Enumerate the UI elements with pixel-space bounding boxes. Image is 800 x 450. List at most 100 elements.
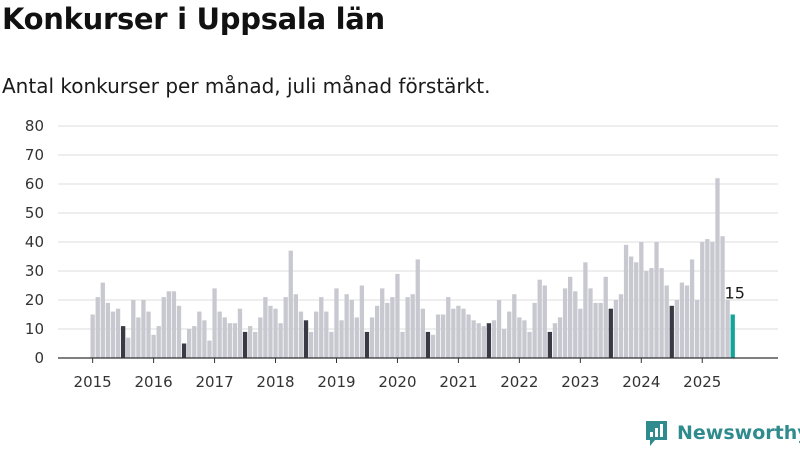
bar: [598, 302, 603, 358]
chart-subtitle: Antal konkurser per månad, juli månad fö…: [2, 74, 491, 98]
bar: [141, 300, 146, 358]
bar: [136, 317, 141, 358]
bar: [669, 305, 674, 358]
bar: [562, 288, 568, 358]
bar: [319, 297, 324, 358]
bar: [339, 320, 344, 358]
bar: [623, 244, 629, 358]
bar: [512, 294, 517, 358]
bar: [171, 291, 177, 358]
bar: [115, 308, 121, 358]
x-tick-label: 2019: [317, 373, 355, 391]
bar: [293, 294, 298, 358]
bar: [466, 314, 471, 358]
x-tick-label: 2016: [135, 373, 173, 391]
y-tick-label: 40: [25, 233, 44, 251]
y-axis-ticks: 0 10 20 30 40 50 60 70 80: [25, 117, 44, 367]
x-tick-label: 2015: [74, 373, 112, 391]
bar: [527, 331, 532, 358]
bar: [410, 294, 415, 358]
bar: [268, 305, 273, 358]
bar: [634, 262, 639, 358]
bar: [217, 311, 222, 358]
bar: [441, 314, 446, 358]
bar: [100, 282, 105, 358]
bar: [674, 300, 679, 358]
bar: [232, 323, 238, 358]
bar: [705, 239, 710, 358]
bars: [90, 178, 735, 358]
bar: [613, 300, 619, 358]
bar: [430, 334, 436, 358]
bar: [146, 311, 151, 358]
bar: [639, 242, 644, 358]
bar: [207, 340, 212, 358]
bar: [507, 311, 512, 358]
data-labels: 15: [725, 284, 745, 303]
bar: [329, 331, 334, 358]
y-tick-label: 10: [25, 320, 44, 338]
bar: [578, 308, 583, 358]
x-tick-label: 2018: [256, 373, 294, 391]
bar: [415, 259, 420, 358]
bar: [334, 288, 339, 358]
bar: [588, 288, 593, 358]
bar: [710, 242, 715, 358]
bar: [471, 320, 476, 358]
bar: [151, 334, 156, 358]
bar: [247, 326, 253, 358]
bar: [369, 317, 375, 358]
bar: [344, 294, 349, 358]
bar: [679, 282, 685, 358]
bar: [273, 308, 278, 358]
y-tick-label: 0: [34, 349, 44, 367]
bar: [278, 323, 283, 358]
bar: [380, 288, 385, 358]
bar: [435, 314, 441, 358]
bar: [95, 297, 100, 358]
bar: [649, 268, 654, 358]
bar: [557, 317, 563, 358]
y-tick-label: 50: [25, 204, 44, 222]
chart-title: Konkurser i Uppsala län: [2, 2, 385, 36]
bar: [161, 297, 166, 358]
bar: [456, 305, 461, 358]
bar: [263, 297, 268, 358]
bar: [242, 331, 248, 358]
bar: [90, 314, 95, 358]
bar: [547, 331, 552, 358]
bar: [689, 259, 695, 358]
x-tick-label: 2024: [622, 373, 660, 391]
bar: [522, 320, 527, 358]
x-tick-label: 2017: [195, 373, 233, 391]
bar: [405, 297, 410, 358]
bar: [552, 323, 558, 358]
bar: [425, 331, 431, 358]
x-axis-ticks: 2015 2016 2017 2018 2019 2020 2021 2022 2023 2024…: [74, 358, 721, 391]
bar: [131, 300, 136, 358]
bar: [451, 308, 456, 358]
bar: [324, 311, 329, 358]
x-tick-label: 2025: [683, 373, 721, 391]
bar: [166, 291, 171, 358]
bar: [354, 317, 359, 358]
brand-logo[interactable]: Newsworthy: [644, 418, 800, 448]
bar: [568, 276, 573, 358]
bar: [374, 305, 380, 358]
bar: [197, 311, 202, 358]
bar: [192, 326, 197, 358]
bar: [349, 300, 354, 358]
newsworthy-logo-icon: [646, 421, 667, 446]
bar: [156, 326, 161, 358]
y-tick-label: 20: [25, 291, 44, 309]
y-tick-label: 70: [25, 146, 44, 164]
bar: [126, 337, 131, 358]
bar: [659, 268, 664, 358]
bar: [573, 291, 578, 358]
bar: [181, 343, 187, 358]
bar: [730, 314, 735, 358]
y-tick-label: 30: [25, 262, 44, 280]
bar: [227, 323, 232, 358]
bar: [385, 302, 390, 358]
